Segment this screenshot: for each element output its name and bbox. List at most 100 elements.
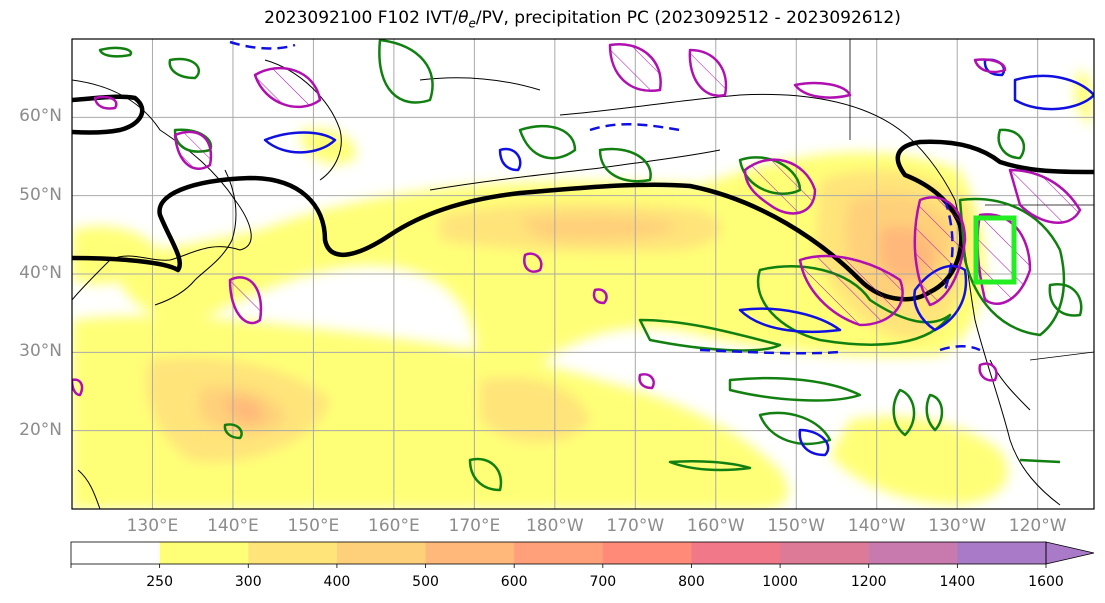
- colorbar-swatch: [514, 542, 604, 564]
- alaska-coast: [559, 93, 956, 201]
- colorbar-swatch: [248, 542, 338, 564]
- magenta-contour: [638, 373, 655, 390]
- blue-contour-dashed: [589, 122, 681, 132]
- colorbar-tick-label: 400: [323, 574, 351, 590]
- green-contour: [518, 124, 577, 160]
- green-contour: [668, 460, 752, 472]
- colorbar-tick-label: 800: [678, 574, 705, 590]
- green-contour: [997, 128, 1026, 160]
- longitude-label: 130°E: [126, 516, 179, 536]
- magenta-contour: [688, 48, 728, 98]
- title-theta: θ: [458, 8, 469, 28]
- magenta-contour: [93, 95, 118, 110]
- green-contour: [728, 376, 862, 402]
- green-contour: [468, 457, 503, 492]
- colorbar-tick-label: 300: [234, 574, 262, 590]
- colorbar-frame: [70, 541, 1047, 565]
- latitude-label: 30°N: [19, 341, 62, 362]
- title-prefix: 2023092100 F102 IVT/: [264, 8, 459, 28]
- green-contour: [168, 57, 201, 80]
- magenta-contour: [523, 252, 543, 273]
- magenta-contour: [798, 254, 904, 327]
- colorbar-swatch: [868, 542, 958, 564]
- green-contour: [638, 318, 782, 352]
- longitude-label: 160°E: [368, 516, 420, 536]
- jet-contour-main: [72, 139, 1094, 302]
- longitude-label: 150°E: [287, 516, 340, 536]
- colorbar-tick-label: 1400: [939, 574, 976, 590]
- longitude-label: 180°W: [525, 516, 584, 536]
- us-mexico-border: [1029, 351, 1094, 361]
- blue-contour: [738, 307, 842, 334]
- latitude-label: 50°N: [19, 184, 62, 205]
- green-contour: [98, 46, 133, 58]
- green-contour: [892, 388, 916, 437]
- longitude-label: 140°W: [847, 516, 906, 536]
- magenta-contour: [913, 196, 967, 307]
- colorbar-swatch: [957, 542, 1047, 564]
- longitude-label: 150°W: [767, 516, 826, 536]
- latitude-label: 60°N: [19, 106, 62, 127]
- magenta-contour: [978, 362, 998, 382]
- latitude-label: 40°N: [19, 263, 62, 283]
- magenta-contour: [253, 66, 322, 109]
- magenta-contour: [793, 81, 852, 99]
- title-suffix: /PV, precipitation PC (2023092512 - 2023…: [475, 8, 901, 28]
- colorbar-extend-arrow: [1045, 541, 1095, 565]
- magenta-contour: [228, 276, 263, 325]
- longitude-label: 160°W: [686, 516, 745, 536]
- green-contours: [98, 39, 1083, 492]
- magenta-contour: [173, 130, 213, 170]
- aleutian-chain: [429, 149, 721, 191]
- longitude-label: 120°W: [1008, 516, 1067, 536]
- colorbar-tick-label: 1600: [1028, 574, 1064, 590]
- blue-contour-dashed: [699, 348, 841, 355]
- magenta-contours: [72, 42, 1082, 397]
- magenta-contour: [973, 58, 1007, 74]
- blue-contour-dashed: [229, 40, 296, 50]
- green-contour: [598, 147, 652, 183]
- magenta-contour: [608, 42, 662, 93]
- colorbar-tick-label: 500: [412, 574, 439, 590]
- title-theta-sub: e: [468, 16, 476, 31]
- blue-contour-dashed: [939, 345, 981, 352]
- green-contour: [758, 411, 832, 445]
- latitude-label: 20°N: [19, 419, 62, 440]
- longitude-label: 170°W: [606, 516, 665, 536]
- magenta-contour: [72, 378, 84, 397]
- colorbar-tick-label: 600: [500, 574, 528, 590]
- longitude-label: 170°E: [448, 516, 501, 536]
- colorbar-tick-label: 700: [589, 574, 617, 590]
- magenta-contour: [592, 288, 608, 305]
- philippines-coast: [77, 469, 101, 509]
- magenta-contour: [1008, 168, 1082, 224]
- green-contour: [1019, 458, 1061, 464]
- japan-coast: [154, 169, 237, 306]
- colorbar-tick-label: 250: [146, 574, 173, 590]
- colorbar-swatch: [425, 542, 515, 564]
- colorbar: [70, 541, 1095, 568]
- blue-contour: [798, 428, 830, 457]
- region-box: [973, 215, 1017, 285]
- blue-contour: [498, 147, 522, 172]
- colorbar-tick-label: 1000: [762, 574, 798, 590]
- colorbar-swatch: [336, 542, 427, 564]
- magenta-contour: [743, 158, 817, 215]
- colorbar-swatch: [602, 542, 692, 564]
- colorbar-tick-label: 1200: [850, 574, 887, 590]
- longitude-label: 140°E: [207, 516, 259, 536]
- green-contour: [925, 393, 944, 432]
- longitude-label: 130°W: [928, 516, 987, 536]
- green-contour: [1048, 282, 1083, 317]
- blue-contour: [263, 131, 337, 154]
- figure-title: 2023092100 F102 IVT/θe/PV, precipitation…: [0, 8, 1105, 30]
- ivt-shading: [72, 70, 1093, 509]
- green-contour: [223, 423, 243, 440]
- colorbar-swatch: [780, 542, 870, 564]
- colorbar-swatch: [691, 542, 781, 564]
- green-contour: [958, 197, 1066, 337]
- map-frame: [71, 38, 1095, 510]
- green-contour: [378, 39, 434, 104]
- colorbar-swatch: [159, 542, 249, 564]
